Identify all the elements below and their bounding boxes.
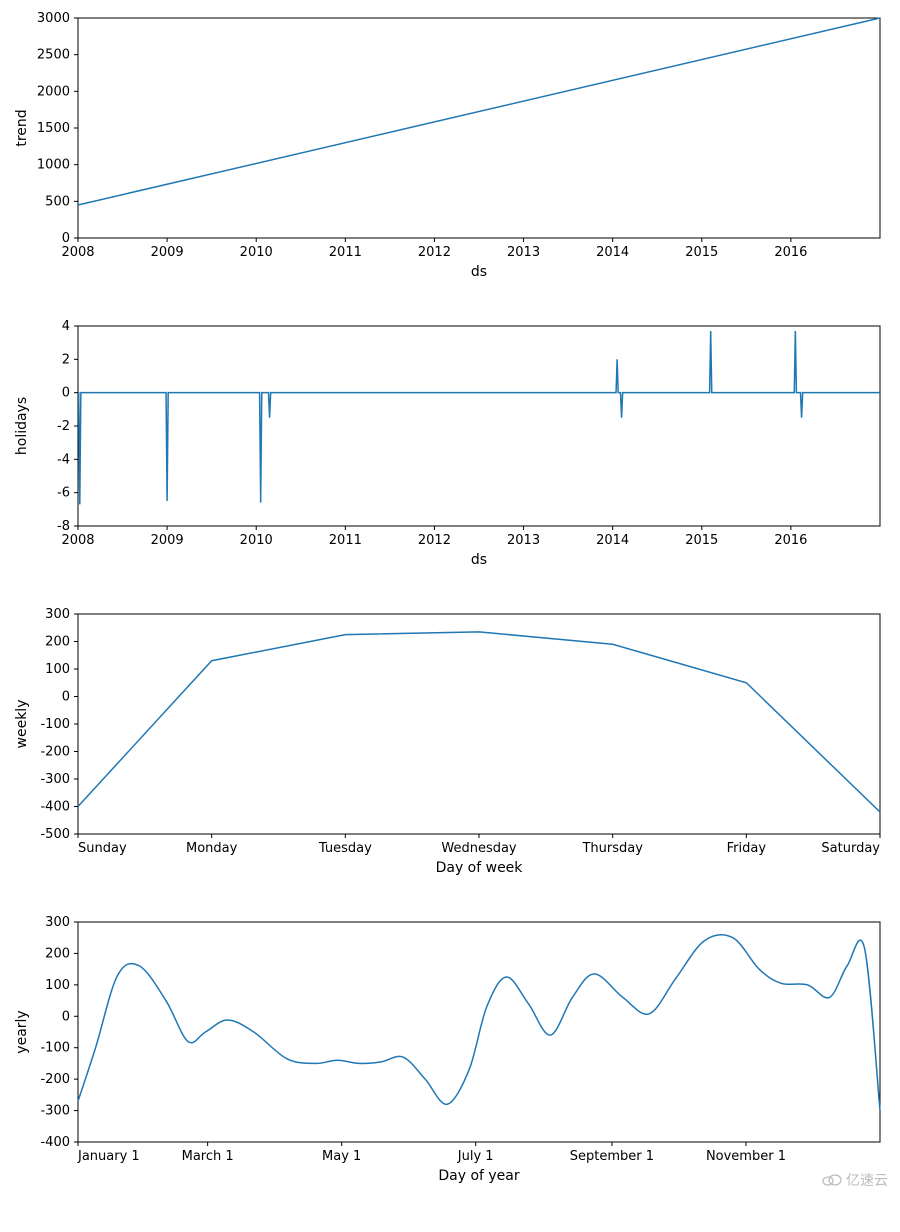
ytick-label: 0 [62,690,70,705]
xtick-label: March 1 [182,1149,234,1164]
ytick-label: -400 [40,1135,70,1150]
xtick-label: 2015 [685,245,718,260]
xtick-label: 2014 [596,533,629,548]
xtick-label: 2013 [507,533,540,548]
ytick-label: -500 [40,827,70,842]
trend-panel: 0 500 1000 1500 2000 2500 3000 2008 2009 2010 2011… [10,10,890,288]
ylabel: weekly [14,700,30,749]
yearly-panel: -400 -300 -200 -100 0 100 200 300 January 1 March… [10,914,890,1192]
xtick-label: 2009 [151,245,184,260]
xtick-label: 2011 [329,533,362,548]
ytick-label: 2500 [37,48,70,63]
ytick-label: 500 [45,194,70,209]
ytick-label: -200 [40,1072,70,1087]
ytick-label: 300 [45,915,70,930]
xlabel: Day of week [436,860,524,876]
ytick-label: 200 [45,635,70,650]
xtick-label: 2012 [418,245,451,260]
xtick-label: Monday [186,841,238,856]
xlabel: ds [471,552,487,568]
series-line [78,632,880,812]
ytick-label: -200 [40,745,70,760]
ytick-label: 1500 [37,121,70,136]
xtick-label: November 1 [706,1149,786,1164]
xtick-label: Wednesday [441,841,517,856]
plot-frame [78,614,880,834]
plot-frame [78,326,880,526]
ytick-label: -4 [57,452,70,467]
xtick-label: 2012 [418,533,451,548]
ytick-label: -100 [40,717,70,732]
holidays-panel: -8 -6 -4 -2 0 2 4 2008 2009 2010 2011 2012 2013 2014 2… [10,318,890,576]
xtick-label: Thursday [581,841,643,856]
ytick-label: 2 [62,352,70,367]
ytick-label: 100 [45,662,70,677]
xtick-label: July 1 [457,1149,494,1164]
ytick-label: 4 [62,319,70,334]
ylabel: trend [14,109,30,146]
weekly-panel: -500 -400 -300 -200 -100 0 100 200 300 Sunday Mond… [10,606,890,884]
xtick-label: May 1 [322,1149,361,1164]
xtick-label: 2014 [596,245,629,260]
xtick-label: September 1 [570,1149,654,1164]
plot-frame [78,18,880,238]
xtick-label: Friday [727,841,767,856]
ytick-label: -300 [40,772,70,787]
ytick-label: -400 [40,800,70,815]
ytick-label: 0 [62,231,70,246]
ytick-label: -8 [57,519,70,534]
xtick-label: Sunday [78,841,127,856]
xtick-label: 2015 [685,533,718,548]
ytick-label: 100 [45,978,70,993]
xtick-label: 2008 [61,533,94,548]
holidays-chart: -8 -6 -4 -2 0 2 4 2008 2009 2010 2011 2012 2013 2014 2… [10,318,890,576]
series-line [78,935,880,1111]
ytick-label: 300 [45,607,70,622]
xtick-label: Saturday [821,841,880,856]
figure-root: 0500100015002000250030002008200920102011… [10,10,890,1192]
xtick-label: 2010 [240,245,273,260]
xtick-label: 2016 [774,245,807,260]
ytick-label: -6 [57,486,70,501]
trend-chart: 0 500 1000 1500 2000 2500 3000 2008 2009 2010 2011… [10,10,890,288]
series-line [78,18,880,205]
ytick-label: -300 [40,1104,70,1119]
ytick-label: 0 [62,386,70,401]
xtick-label: 2016 [774,533,807,548]
ytick-label: 0 [62,1009,70,1024]
yearly-chart: -400 -300 -200 -100 0 100 200 300 January 1 March… [10,914,890,1192]
xtick-label: 2011 [329,245,362,260]
xtick-label: 2008 [61,245,94,260]
ylabel: holidays [14,397,30,455]
xtick-label: 2009 [151,533,184,548]
watermark-text: 亿速云 [846,1170,888,1190]
xtick-label: 2013 [507,245,540,260]
weekly-chart: -500 -400 -300 -200 -100 0 100 200 300 Sunday Mond… [10,606,890,884]
xtick-label: January 1 [77,1149,140,1164]
ytick-label: 2000 [37,84,70,99]
xlabel: ds [471,264,487,280]
xlabel: Day of year [438,1168,520,1184]
ytick-label: 200 [45,946,70,961]
ytick-label: 1000 [37,158,70,173]
watermark-badge: 亿速云 [822,1170,888,1190]
ylabel: yearly [14,1010,30,1053]
xtick-label: 2010 [240,533,273,548]
ytick-label: -100 [40,1041,70,1056]
xtick-label: Tuesday [318,841,372,856]
series-line [78,331,880,504]
ytick-label: 3000 [37,11,70,26]
ytick-label: -2 [57,419,70,434]
